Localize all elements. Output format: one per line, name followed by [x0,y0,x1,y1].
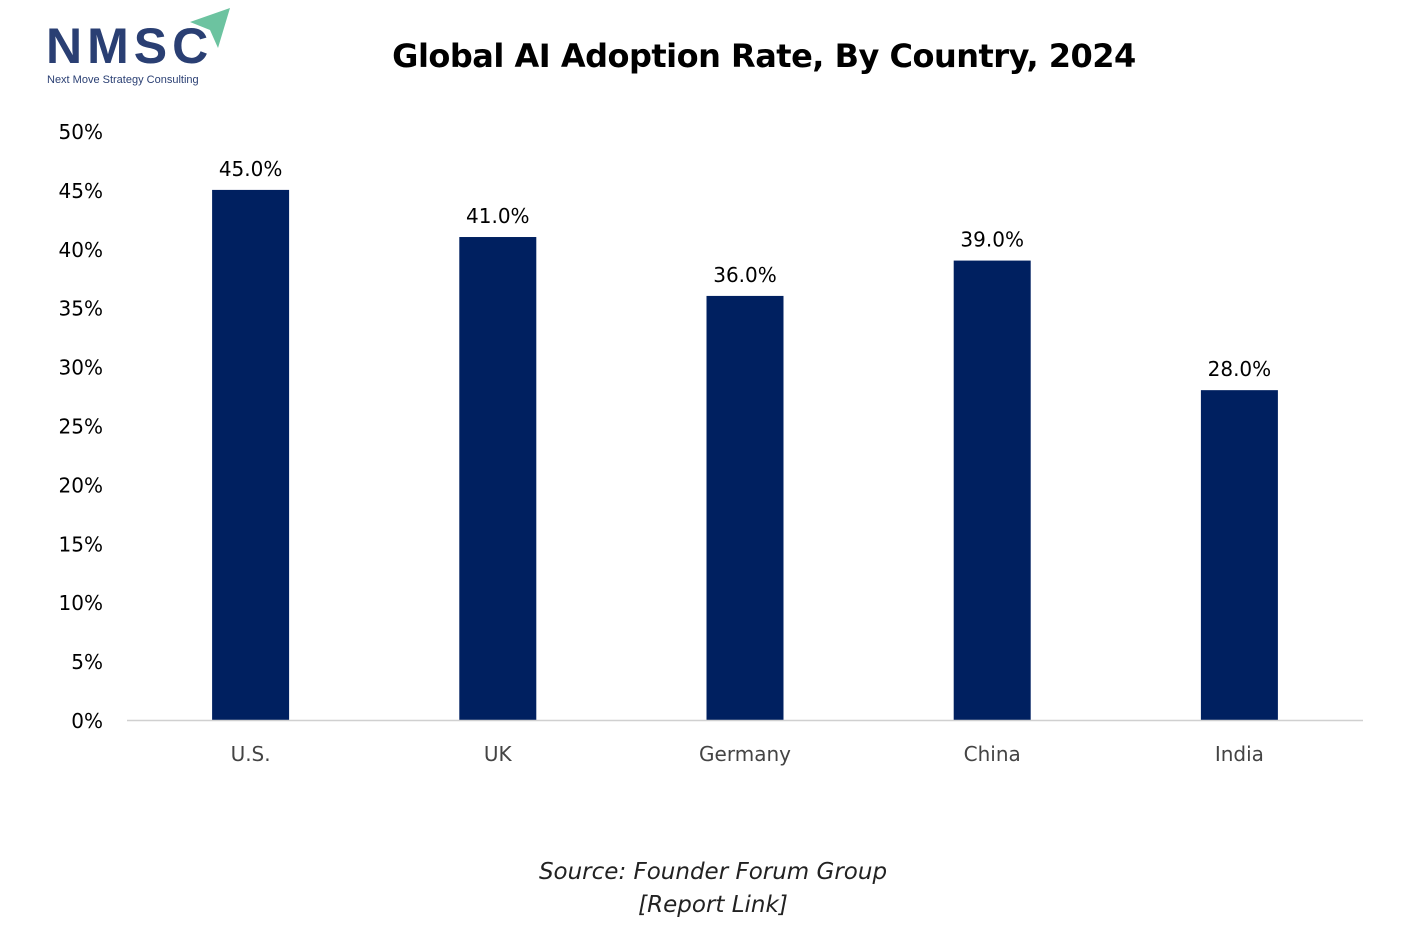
report-link[interactable]: [Report Link] [638,892,788,918]
y-tick-label: 25% [59,415,103,439]
y-tick-label: 30% [59,356,103,380]
x-tick-label: UK [484,742,513,766]
x-tick-label: Germany [699,742,791,766]
x-tick-label: China [964,742,1021,766]
data-label: 45.0% [219,157,283,181]
y-tick-label: 35% [59,297,103,321]
bar-germany [706,295,784,720]
bar-china [953,260,1031,720]
y-tick-label: 10% [59,591,103,615]
bar-india [1200,390,1278,720]
data-label: 36.0% [713,263,777,287]
bar-us [212,189,290,720]
data-label: 28.0% [1208,357,1272,381]
y-tick-label: 15% [59,532,103,556]
logo-name: NMSC [46,18,214,74]
x-tick-label: U.S. [231,742,271,766]
x-tick-label: India [1215,742,1264,766]
y-tick-label: 20% [59,473,103,497]
y-tick-label: 50% [59,120,103,144]
y-tick-label: 5% [71,650,103,674]
y-tick-label: 45% [59,179,103,203]
source-text: Source: Founder Forum Group [538,859,888,885]
y-tick-label: 0% [71,709,103,733]
chart-title: Global AI Adoption Rate, By Country, 202… [392,37,1136,75]
arrow-logo-icon [190,8,230,48]
logo-tagline: Next Move Strategy Consulting [47,74,199,86]
data-label: 39.0% [960,228,1024,252]
data-label: 41.0% [466,204,530,228]
y-tick-label: 40% [59,238,103,262]
bar-uk [459,237,537,720]
